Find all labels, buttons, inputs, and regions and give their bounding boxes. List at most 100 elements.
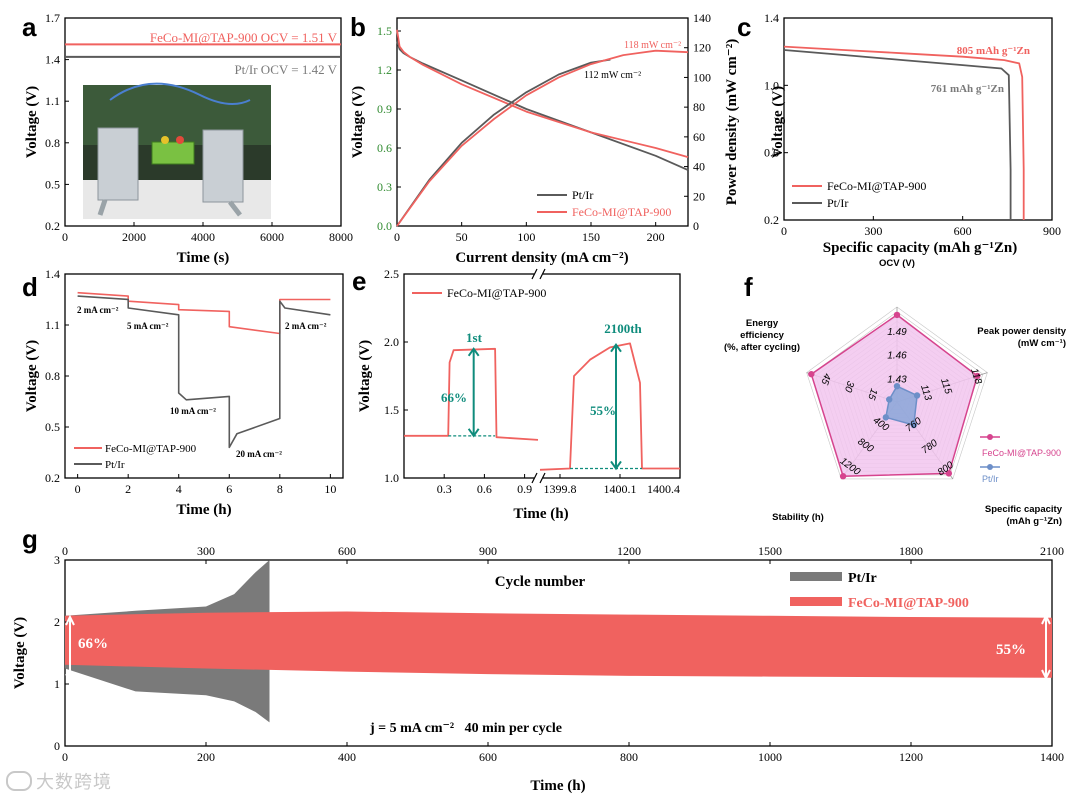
e-xtick-right-label-1: 1400.1 xyxy=(604,482,637,496)
annotation-g-66: 66% xyxy=(78,636,108,652)
d-ytick-label-0: 0.2 xyxy=(45,471,60,485)
ticks-c: 0 300 600 900 0.2 0.6 1.0 1.4 xyxy=(764,11,1061,238)
legend-f-label-ptir: Pt/Ir xyxy=(982,474,999,484)
d-xtick-label-5: 10 xyxy=(324,482,336,496)
arrow-e-2100th-head-top xyxy=(610,342,622,353)
annotation-g-55: 55% xyxy=(996,642,1026,658)
axis-break-e-marks-bottom xyxy=(531,472,546,484)
axis-title-b-x: Current density (mA cm⁻²) xyxy=(455,250,628,266)
legend-e-label-feco: FeCo-MI@TAP-900 xyxy=(447,286,546,300)
axis-break-e-top xyxy=(534,269,543,279)
a-xtick-label-4: 8000 xyxy=(329,230,353,244)
axis-title-e-x: Time (h) xyxy=(513,506,568,522)
d-ytick-label-3: 1.1 xyxy=(45,318,60,332)
c-xtick-label-0: 0 xyxy=(781,224,787,238)
arrow-e-1st-head-top xyxy=(467,347,480,357)
a-ytick-label-1: 0.5 xyxy=(45,177,60,191)
a-ytick-label-0: 0.2 xyxy=(45,219,60,233)
axis-title-d-y: Voltage (V) xyxy=(24,340,40,412)
annotation-c-feco: 805 mAh g⁻¹Zn xyxy=(957,45,1030,57)
annotation-d-2ma-end: 2 mA cm⁻² xyxy=(285,321,327,331)
radar-point-1-4 xyxy=(886,396,893,403)
ticks-b: 0 50 100 150 200 0.0 0.3 0.6 0.9 1.2 1.5 0 20 40 60 80 1… xyxy=(377,11,711,244)
series-d xyxy=(77,291,331,449)
watermark: 大数跨境 xyxy=(6,768,112,794)
b-ytick-label-2: 0.6 xyxy=(377,141,392,155)
g2-xtick-label-7: 2100 xyxy=(1040,544,1064,558)
radar-ring-20 xyxy=(806,306,988,480)
b-ytick-label-3: 0.9 xyxy=(377,102,392,116)
annotation-d-20ma: 20 mA cm⁻² xyxy=(236,449,282,459)
b2-ytick-label-6: 120 xyxy=(693,41,711,55)
b2-ytick-label-5: 100 xyxy=(693,70,711,84)
g-xtick-label-1: 200 xyxy=(197,750,215,764)
annotation-g-condition: j = 5 mA cm⁻² 40 min per cycle xyxy=(369,721,562,736)
annotation-b-ptir-peak: 112 mW cm⁻² xyxy=(584,70,641,81)
c-ytick-label-3: 1.4 xyxy=(764,11,779,25)
b2-ytick-label-2: 40 xyxy=(693,160,705,174)
c-xtick-label-1: 300 xyxy=(864,224,882,238)
axis-title-g-x: Time (h) xyxy=(530,778,585,794)
radar-point-0-1 xyxy=(974,372,981,380)
radar-point-1-1 xyxy=(913,392,921,399)
d-xtick-label-2: 4 xyxy=(176,482,182,496)
legend-b-label-ptir: Pt/Ir xyxy=(572,188,593,202)
b-ytick-label-4: 1.2 xyxy=(377,63,392,77)
voltage-line-b-0 xyxy=(396,41,689,171)
radar-axis-label-4-1: efficiency xyxy=(740,330,785,341)
panel-letter-a: a xyxy=(22,12,37,42)
e-xtick-left-label-0: 0.3 xyxy=(437,482,452,496)
discharge-line-c-0 xyxy=(783,45,1025,220)
c-xtick-label-3: 900 xyxy=(1043,224,1061,238)
series-e xyxy=(404,342,680,471)
a-ytick-label-3: 1.1 xyxy=(45,94,60,108)
radar-point-1-2 xyxy=(910,421,917,429)
legend-g-swatch-feco xyxy=(790,597,842,606)
legend-g-label-feco: FeCo-MI@TAP-900 xyxy=(848,596,969,611)
e-ytick-label-0: 1.0 xyxy=(384,471,399,485)
g-ytick-label-3: 3 xyxy=(54,553,60,567)
panel-letter-c: c xyxy=(737,12,751,42)
g2-xtick-label-6: 1800 xyxy=(899,544,923,558)
b-ytick-label-1: 0.3 xyxy=(377,180,392,194)
a-ytick-label-5: 1.7 xyxy=(45,11,60,25)
axis-break-e-marks-top xyxy=(531,268,546,280)
radar-axis-label-4-0: Energy xyxy=(746,318,779,329)
radar-tick-1-2: 118 xyxy=(968,367,984,386)
power-line-b-0 xyxy=(396,58,611,227)
e-xtick-right-label-2: 1400.4 xyxy=(647,482,680,496)
legend-d-label-feco: FeCo-MI@TAP-900 xyxy=(105,443,197,455)
radar-tick-1-1: 115 xyxy=(938,377,954,396)
g-xtick-label-0: 0 xyxy=(62,750,68,764)
b2-ytick-label-0: 0 xyxy=(693,219,699,233)
radar-axis-label-4-2: (%, after cycling) xyxy=(724,342,800,353)
radar-axis-label-3-0: Stability (h) xyxy=(772,512,824,523)
g-xtick-label-7: 1400 xyxy=(1040,750,1064,764)
a-ytick-label-2: 0.8 xyxy=(45,136,60,150)
ticks-a: 0 2000 4000 6000 8000 0.2 0.5 0.8 1.1 1.4 1.7 xyxy=(45,11,353,244)
annotation-d-10ma: 10 mA cm⁻² xyxy=(170,406,216,416)
annotation-d-5ma: 5 mA cm⁻² xyxy=(127,321,169,331)
watermark-logo-icon xyxy=(6,771,32,791)
g2-xtick-label-3: 900 xyxy=(479,544,497,558)
radar-axis-label-1-1: (mW cm⁻¹) xyxy=(1018,338,1066,349)
a-xtick-label-0: 0 xyxy=(62,230,68,244)
axis-title-c-y: Voltage (V) xyxy=(770,86,786,158)
d-ytick-label-2: 0.8 xyxy=(45,369,60,383)
annotation-a-ptir-ocv: Pt/Ir OCV = 1.42 V xyxy=(234,62,337,77)
power-line-b-1 xyxy=(396,49,689,227)
series-g xyxy=(65,560,1052,723)
b2-ytick-label-4: 80 xyxy=(693,100,705,114)
panel-b: b 0 50 100 150 200 0.0 0.3 0.6 0.9 1.2 1.5 0 20 40 60 8… xyxy=(350,11,740,266)
b-xtick-label-2: 100 xyxy=(517,230,535,244)
panel-letter-e: e xyxy=(352,266,366,296)
d-xtick-label-1: 2 xyxy=(125,482,131,496)
legend-c-label-feco: FeCo-MI@TAP-900 xyxy=(827,179,926,193)
legend-f-marker-feco xyxy=(987,434,993,440)
radar-tick-4-2: 45 xyxy=(818,372,832,386)
annotation-b-feco-peak: 118 mW cm⁻² xyxy=(624,40,681,51)
annotation-e-1st: 1st xyxy=(466,330,483,345)
panel-letter-g: g xyxy=(22,524,38,554)
ticks-d: 0 2 4 6 8 10 0.2 0.5 0.8 1.1 1.4 xyxy=(45,267,336,496)
radar-point-0-2 xyxy=(945,470,953,477)
